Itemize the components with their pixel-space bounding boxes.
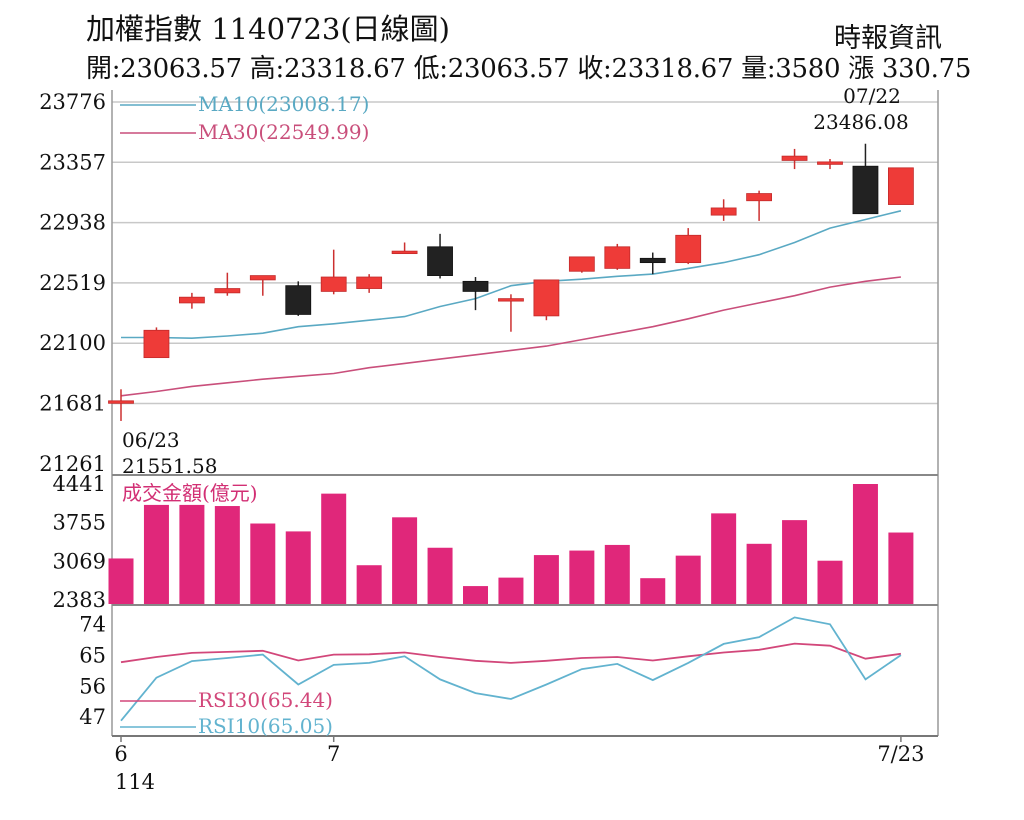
price-tick-label: 22100 <box>39 331 106 355</box>
candle-body <box>817 161 843 165</box>
ma10-legend-label: MA10(23008.17) <box>198 92 369 116</box>
volume-bar <box>108 558 134 604</box>
candle-body <box>214 288 241 294</box>
moving-average-lines <box>120 210 902 397</box>
volume-bar <box>356 565 382 604</box>
volume-bar <box>604 544 630 604</box>
volume-bar <box>852 484 878 604</box>
volume-bar <box>214 506 240 604</box>
x-tick-year-label: 114 <box>115 770 155 794</box>
candle-body <box>143 329 170 359</box>
volume-bar <box>782 520 808 604</box>
candle-body <box>746 193 772 202</box>
low-value-annotation: 21551.58 <box>122 454 217 478</box>
rsi-tick-label: 47 <box>79 705 106 729</box>
candle-body <box>391 250 418 255</box>
candle-body <box>852 165 879 215</box>
ohlc-stats: 開:23063.57 高:23318.67 低:23063.57 收:23318… <box>86 54 972 84</box>
candle-body <box>356 276 383 289</box>
volume-bar <box>569 550 595 604</box>
candle-body <box>178 296 205 304</box>
rsi30-line <box>120 642 902 664</box>
volume-bar <box>321 493 347 604</box>
volume-bar <box>427 547 453 604</box>
rsi-tick-label: 65 <box>79 643 106 667</box>
ma30-line <box>120 276 901 397</box>
candle-body <box>781 155 808 161</box>
volume-bar <box>533 555 559 604</box>
rsi10-legend-label: RSI10(65.05) <box>198 714 333 738</box>
low-date-annotation: 06/23 <box>122 428 180 452</box>
candle-body <box>710 207 737 216</box>
candle-body <box>639 257 666 264</box>
volume-bars <box>108 484 914 604</box>
volume-bar <box>250 523 276 604</box>
price-tick-label: 21261 <box>39 452 106 476</box>
price-tick-label: 21681 <box>39 392 106 416</box>
rsi-tick-label: 56 <box>79 674 106 698</box>
candle-body <box>568 256 595 272</box>
candle-body <box>675 234 702 264</box>
x-axis-labels: 6 114 7 7/23 <box>114 736 924 794</box>
volume-bar <box>392 517 418 604</box>
source-label: 時報資訊 <box>834 23 942 54</box>
volume-bar <box>640 578 666 604</box>
grid-layer <box>112 101 938 405</box>
volume-bar <box>463 586 488 604</box>
chart-frame <box>111 90 939 737</box>
volume-bar <box>711 513 737 604</box>
volume-tick-label: 2383 <box>53 588 106 612</box>
candle-body <box>108 400 134 404</box>
candle-body <box>604 246 631 269</box>
candle-body <box>498 298 524 302</box>
candle-body <box>427 246 453 276</box>
volume-bar <box>888 532 914 604</box>
candle-body <box>285 285 312 315</box>
volume-bar <box>143 504 169 604</box>
price-tick-label: 23357 <box>39 150 106 174</box>
rsi30-legend-label: RSI30(65.44) <box>198 688 333 712</box>
rsi10-line <box>120 616 902 722</box>
volume-tick-label: 3069 <box>53 549 106 573</box>
candle-body <box>249 275 276 281</box>
volume-bar <box>498 577 524 604</box>
volume-bar <box>675 555 701 604</box>
x-tick-label: 7/23 <box>877 742 924 766</box>
candle-body <box>462 280 489 292</box>
volume-bar <box>179 504 205 604</box>
volume-tick-label: 4441 <box>53 472 106 496</box>
high-value-annotation: 23486.08 <box>813 110 908 134</box>
x-tick-label: 7 <box>327 742 340 766</box>
high-date-annotation: 07/22 <box>843 84 901 108</box>
volume-legend-label: 成交金額(億元) <box>122 481 258 505</box>
ma10-line <box>121 210 902 340</box>
candlesticks <box>108 143 914 421</box>
ma30-legend-label: MA30(22549.99) <box>198 120 369 144</box>
price-tick-label: 22938 <box>39 211 106 235</box>
volume-tick-label: 3755 <box>53 511 106 535</box>
price-tick-label: 22519 <box>39 271 106 295</box>
volume-bar <box>746 543 772 604</box>
volume-bar <box>285 531 311 604</box>
price-tick-label: 23776 <box>39 90 106 114</box>
chart-title: 加權指數 1140723(日線圖) <box>86 12 451 46</box>
rsi-lines <box>120 616 902 722</box>
candle-body <box>533 279 560 317</box>
rsi-tick-label: 74 <box>79 612 106 636</box>
candle-body <box>888 167 914 205</box>
legend: MA10(23008.17) MA30(22549.99) 成交金額(億元) RSI3… <box>120 92 369 738</box>
x-tick-label: 6 <box>114 742 127 766</box>
candle-body <box>320 276 347 292</box>
volume-bar <box>817 560 843 604</box>
